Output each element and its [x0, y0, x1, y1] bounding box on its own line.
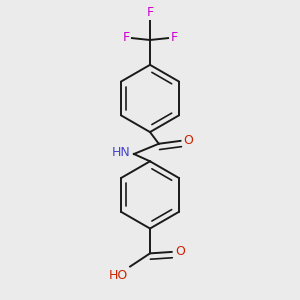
Text: HN: HN — [112, 146, 130, 159]
Text: F: F — [170, 31, 178, 44]
Text: O: O — [184, 134, 194, 147]
Text: F: F — [146, 6, 154, 19]
Text: O: O — [175, 245, 185, 258]
Text: HO: HO — [109, 269, 128, 282]
Text: F: F — [122, 31, 130, 44]
